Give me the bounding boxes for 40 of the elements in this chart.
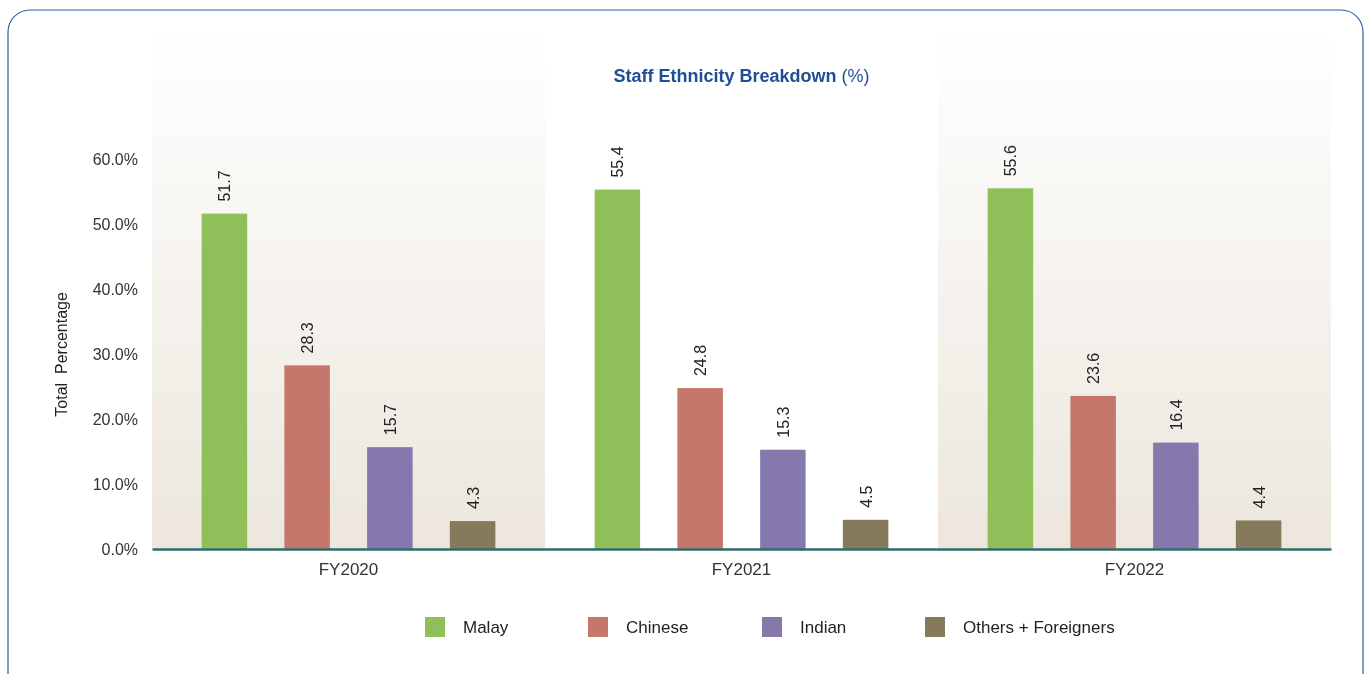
bar	[201, 213, 248, 549]
data-label: 4.4	[1250, 486, 1268, 509]
text: Staff Ethnicity Breakdown (%)	[613, 66, 870, 86]
data-label: 55.6	[1002, 145, 1020, 177]
legend-label: Chinese	[626, 618, 689, 637]
x-tick-label: FY2021	[711, 560, 772, 580]
data-label: 4.5	[857, 485, 875, 508]
data-label: 28.3	[299, 322, 317, 354]
y-tick-label: 60.0%	[92, 151, 138, 169]
bar	[760, 449, 806, 549]
bar	[1235, 520, 1282, 549]
legend-label: Indian	[800, 618, 847, 637]
legend-label: Malay	[463, 618, 509, 637]
legend-label: Others + Foreigners	[963, 618, 1115, 637]
y-tick-label: 10.0%	[92, 475, 138, 493]
bar	[987, 188, 1034, 549]
data-label: 51.7	[216, 170, 234, 202]
bar	[1070, 395, 1116, 549]
y-tick-label: 20.0%	[92, 410, 138, 428]
x-tick-label: FY2022	[1104, 560, 1165, 580]
bar	[594, 189, 641, 549]
bar	[449, 521, 496, 549]
y-tick-label: 40.0%	[92, 281, 138, 299]
data-label: 23.6	[1085, 352, 1103, 384]
data-label: 16.4	[1167, 399, 1185, 431]
y-tick-label: 0.0%	[101, 540, 138, 558]
data-label: 24.8	[692, 344, 710, 377]
y-tick-label: 50.0%	[92, 216, 138, 234]
data-label: 4.3	[464, 486, 482, 510]
y-axis-title: Total Percentage	[53, 292, 70, 417]
y-tick-label: 30.0%	[92, 345, 138, 363]
bar	[284, 365, 330, 549]
data-label: 15.7	[381, 403, 399, 436]
bar	[367, 447, 413, 549]
bar	[1153, 442, 1199, 549]
data-label: 15.3	[774, 406, 792, 438]
bar	[842, 519, 889, 549]
bar	[677, 388, 723, 549]
data-label: 55.4	[609, 146, 627, 178]
x-tick-label: FY2020	[318, 560, 379, 580]
